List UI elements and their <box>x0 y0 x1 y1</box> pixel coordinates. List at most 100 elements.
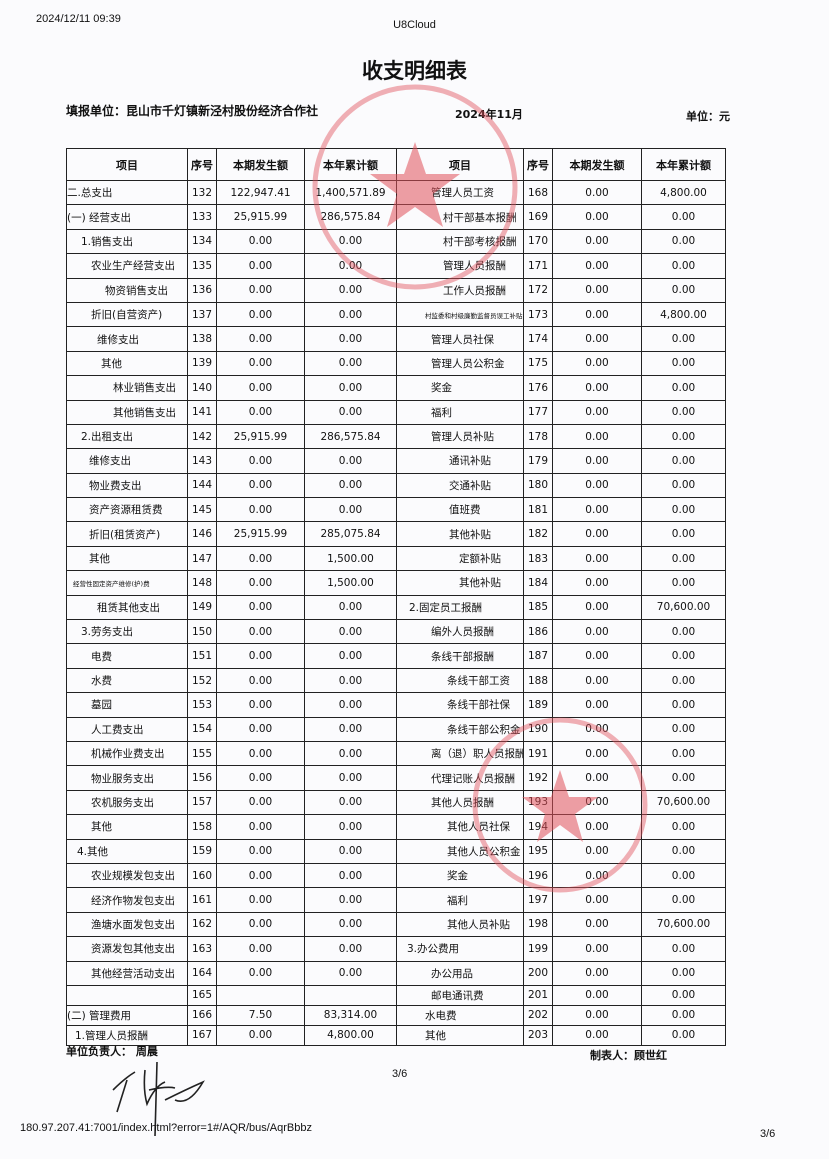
right-period-amount-cell: 0.00 <box>552 350 642 377</box>
right-seq-cell: 192 <box>523 765 553 791</box>
right-period-amount-cell: 0.00 <box>552 375 642 401</box>
left-period-amount-cell: 0.00 <box>216 911 305 938</box>
left-ytd-amount-cell: 0.00 <box>304 497 397 523</box>
right-item-cell: 离（退）职人员报酬 <box>396 740 524 767</box>
left-item-cell: 经营性固定资产维修(护)费 <box>66 570 188 596</box>
left-ytd-amount-cell: 1,400,571.89 <box>304 179 397 206</box>
right-seq-cell: 202 <box>523 1004 553 1026</box>
app-name: U8Cloud <box>393 19 436 31</box>
right-seq-cell: 174 <box>523 326 553 352</box>
table-row: 二.总支出 132 122,947.41 1,400,571.89 管理人员工资 168 0… <box>66 179 726 206</box>
right-period-amount-cell: 0.00 <box>552 936 642 962</box>
right-ytd-amount-cell: 0.00 <box>641 862 726 889</box>
table-row: 4.其他 159 0.00 0.00 其他人员公积金 195 0.00 0.00 <box>66 838 726 864</box>
col-header-seq: 序号 <box>187 148 217 181</box>
left-seq-cell: 145 <box>187 497 217 523</box>
right-item-cell: 福利 <box>396 399 524 425</box>
right-seq-cell: 183 <box>523 545 553 572</box>
left-seq-cell: 154 <box>187 716 217 742</box>
left-period-amount-cell: 0.00 <box>216 862 305 889</box>
right-period-amount-cell: 0.00 <box>552 277 642 303</box>
page-number-corner: 3/6 <box>760 1128 776 1140</box>
right-ytd-amount-cell: 70,600.00 <box>641 789 726 816</box>
left-item-cell: 物业费支出 <box>66 472 188 499</box>
table-row: 维修支出 143 0.00 0.00 通讯补贴 179 0.00 0.00 <box>66 448 726 474</box>
left-item-cell: 其他销售支出 <box>66 399 188 425</box>
left-ytd-amount-cell: 0.00 <box>304 911 397 938</box>
left-seq-cell: 153 <box>187 692 217 718</box>
right-item-cell: 2.固定员工报酬 <box>396 594 524 621</box>
right-item-cell: 管理人员补贴 <box>396 423 524 450</box>
table-row: 物业服务支出 156 0.00 0.00 代理记账人员报酬 192 0.00 0.00 <box>66 765 726 791</box>
right-ytd-amount-cell: 70,600.00 <box>641 594 726 621</box>
right-item-cell: 交通补贴 <box>396 472 524 499</box>
left-item-cell: 3.劳务支出 <box>66 619 188 645</box>
left-item-cell: 林业销售支出 <box>66 375 188 401</box>
left-item-cell: 4.其他 <box>66 838 188 864</box>
right-seq-cell: 172 <box>523 277 553 303</box>
right-seq-cell: 189 <box>523 692 553 718</box>
page-url: 180.97.207.41:7001/index.html?error=1#/A… <box>20 1122 312 1134</box>
right-item-cell: 条线干部公积金 <box>396 716 524 742</box>
left-item-cell: 其他 <box>66 350 188 377</box>
right-seq-cell: 186 <box>523 619 553 645</box>
left-seq-cell: 139 <box>187 350 217 377</box>
right-ytd-amount-cell: 0.00 <box>641 570 726 596</box>
left-item-cell: 资源发包其他支出 <box>66 936 188 962</box>
table-row: 机械作业费支出 155 0.00 0.00 离（退）职人员报酬 191 0.00 0.00 <box>66 740 726 767</box>
right-ytd-amount-cell: 0.00 <box>641 887 726 913</box>
right-period-amount-cell: 0.00 <box>552 448 642 474</box>
left-ytd-amount-cell: 0.00 <box>304 643 397 669</box>
left-item-cell: 电费 <box>66 643 188 669</box>
right-ytd-amount-cell: 0.00 <box>641 497 726 523</box>
right-period-amount-cell: 0.00 <box>552 765 642 791</box>
right-period-amount-cell: 0.00 <box>552 1024 642 1046</box>
left-period-amount-cell: 0.00 <box>216 716 305 742</box>
left-seq-cell: 167 <box>187 1024 217 1046</box>
right-ytd-amount-cell: 0.00 <box>641 960 726 986</box>
left-period-amount-cell: 0.00 <box>216 667 305 694</box>
right-item-cell: 其他补贴 <box>396 521 524 547</box>
col-header-seq: 序号 <box>523 148 553 181</box>
left-seq-cell: 157 <box>187 789 217 816</box>
left-item-cell: 农业规模发包支出 <box>66 862 188 889</box>
left-item-cell: 人工费支出 <box>66 716 188 742</box>
left-ytd-amount-cell: 0.00 <box>304 594 397 621</box>
left-seq-cell: 160 <box>187 862 217 889</box>
left-item-cell: (一) 经营支出 <box>66 204 188 230</box>
left-period-amount-cell: 0.00 <box>216 814 305 840</box>
left-ytd-amount-cell: 286,575.84 <box>304 423 397 450</box>
left-period-amount-cell: 0.00 <box>216 692 305 718</box>
left-seq-cell: 144 <box>187 472 217 499</box>
left-ytd-amount-cell: 0.00 <box>304 228 397 255</box>
left-item-cell: 租赁其他支出 <box>66 594 188 621</box>
table-row: 折旧(自营资产) 137 0.00 0.00 村监委和村级廉勤监督员误工补贴 173 0.0… <box>66 301 726 328</box>
table-row: 1.管理人员报酬 167 0.00 4,800.00 其他 203 0.00 0.00 <box>66 1024 726 1046</box>
left-ytd-amount-cell: 0.00 <box>304 814 397 840</box>
left-seq-cell: 162 <box>187 911 217 938</box>
right-seq-cell: 173 <box>523 301 553 328</box>
right-period-amount-cell: 0.00 <box>552 228 642 255</box>
right-seq-cell: 198 <box>523 911 553 938</box>
report-title: 收支明细表 <box>362 59 467 83</box>
right-item-cell: 其他人员报酬 <box>396 789 524 816</box>
table-row: 农业生产经营支出 135 0.00 0.00 管理人员报酬 171 0.00 0.00 <box>66 253 726 279</box>
table-row: 人工费支出 154 0.00 0.00 条线干部公积金 190 0.00 0.00 <box>66 716 726 742</box>
table-row: 物业费支出 144 0.00 0.00 交通补贴 180 0.00 0.00 <box>66 472 726 499</box>
left-seq-cell: 141 <box>187 399 217 425</box>
table-row: 其他经营活动支出 164 0.00 0.00 办公用品 200 0.00 0.00 <box>66 960 726 986</box>
right-item-cell: 定额补贴 <box>396 545 524 572</box>
left-item-cell: 经济作物发包支出 <box>66 887 188 913</box>
left-period-amount-cell: 0.00 <box>216 253 305 279</box>
left-item-cell: 折旧(租赁资产) <box>66 521 188 547</box>
left-ytd-amount-cell <box>304 984 397 1006</box>
right-period-amount-cell: 0.00 <box>552 619 642 645</box>
left-ytd-amount-cell: 0.00 <box>304 838 397 864</box>
right-item-cell: 其他 <box>396 1024 524 1046</box>
right-period-amount-cell: 0.00 <box>552 326 642 352</box>
left-ytd-amount-cell: 0.00 <box>304 960 397 986</box>
table-row: 林业销售支出 140 0.00 0.00 奖金 176 0.00 0.00 <box>66 375 726 401</box>
right-ytd-amount-cell: 0.00 <box>641 1024 726 1046</box>
right-item-cell: 办公用品 <box>396 960 524 986</box>
left-seq-cell: 165 <box>187 984 217 1006</box>
